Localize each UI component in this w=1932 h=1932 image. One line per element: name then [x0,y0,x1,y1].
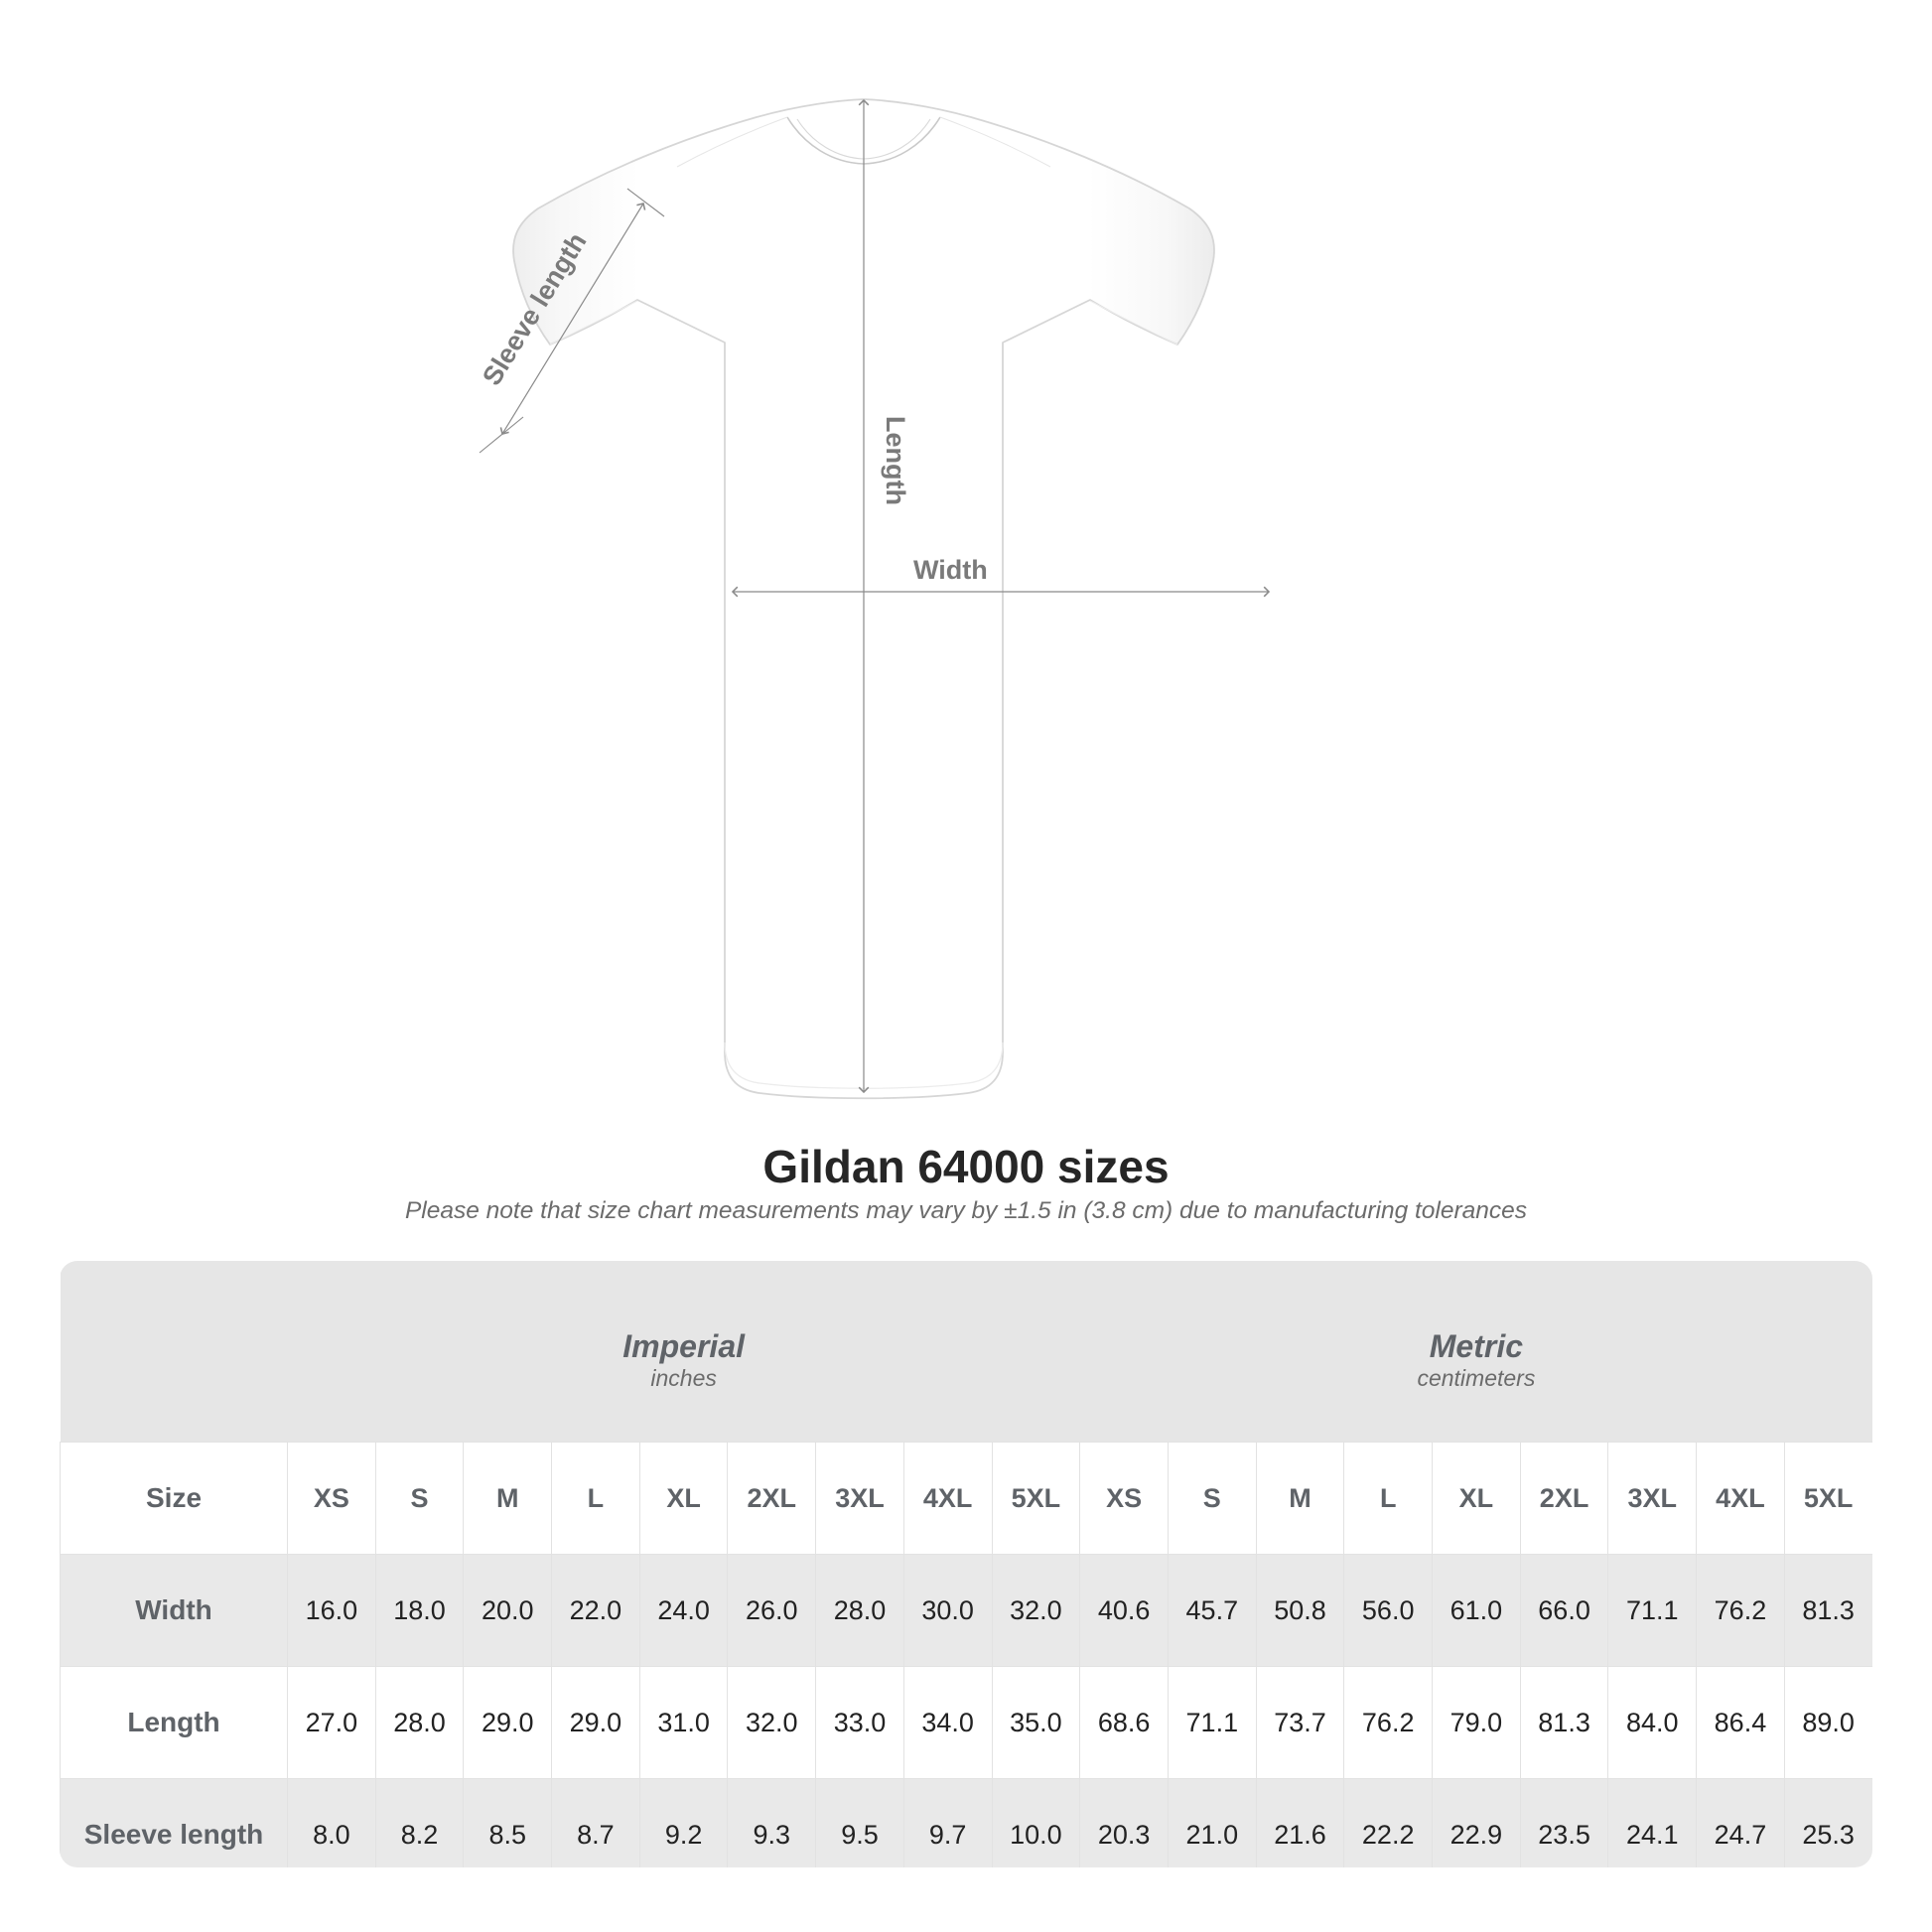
svg-text:Length: Length [881,416,910,505]
svg-text:Width: Width [913,555,988,585]
